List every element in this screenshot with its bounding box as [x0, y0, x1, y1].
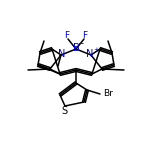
Text: F: F	[82, 31, 88, 40]
Text: N: N	[86, 49, 94, 59]
Text: −: −	[77, 40, 83, 48]
Text: Br: Br	[103, 88, 113, 97]
Text: +: +	[93, 47, 99, 53]
Text: F: F	[64, 31, 70, 40]
Text: S: S	[61, 106, 67, 116]
Text: N: N	[58, 49, 66, 59]
Text: B: B	[73, 43, 79, 53]
